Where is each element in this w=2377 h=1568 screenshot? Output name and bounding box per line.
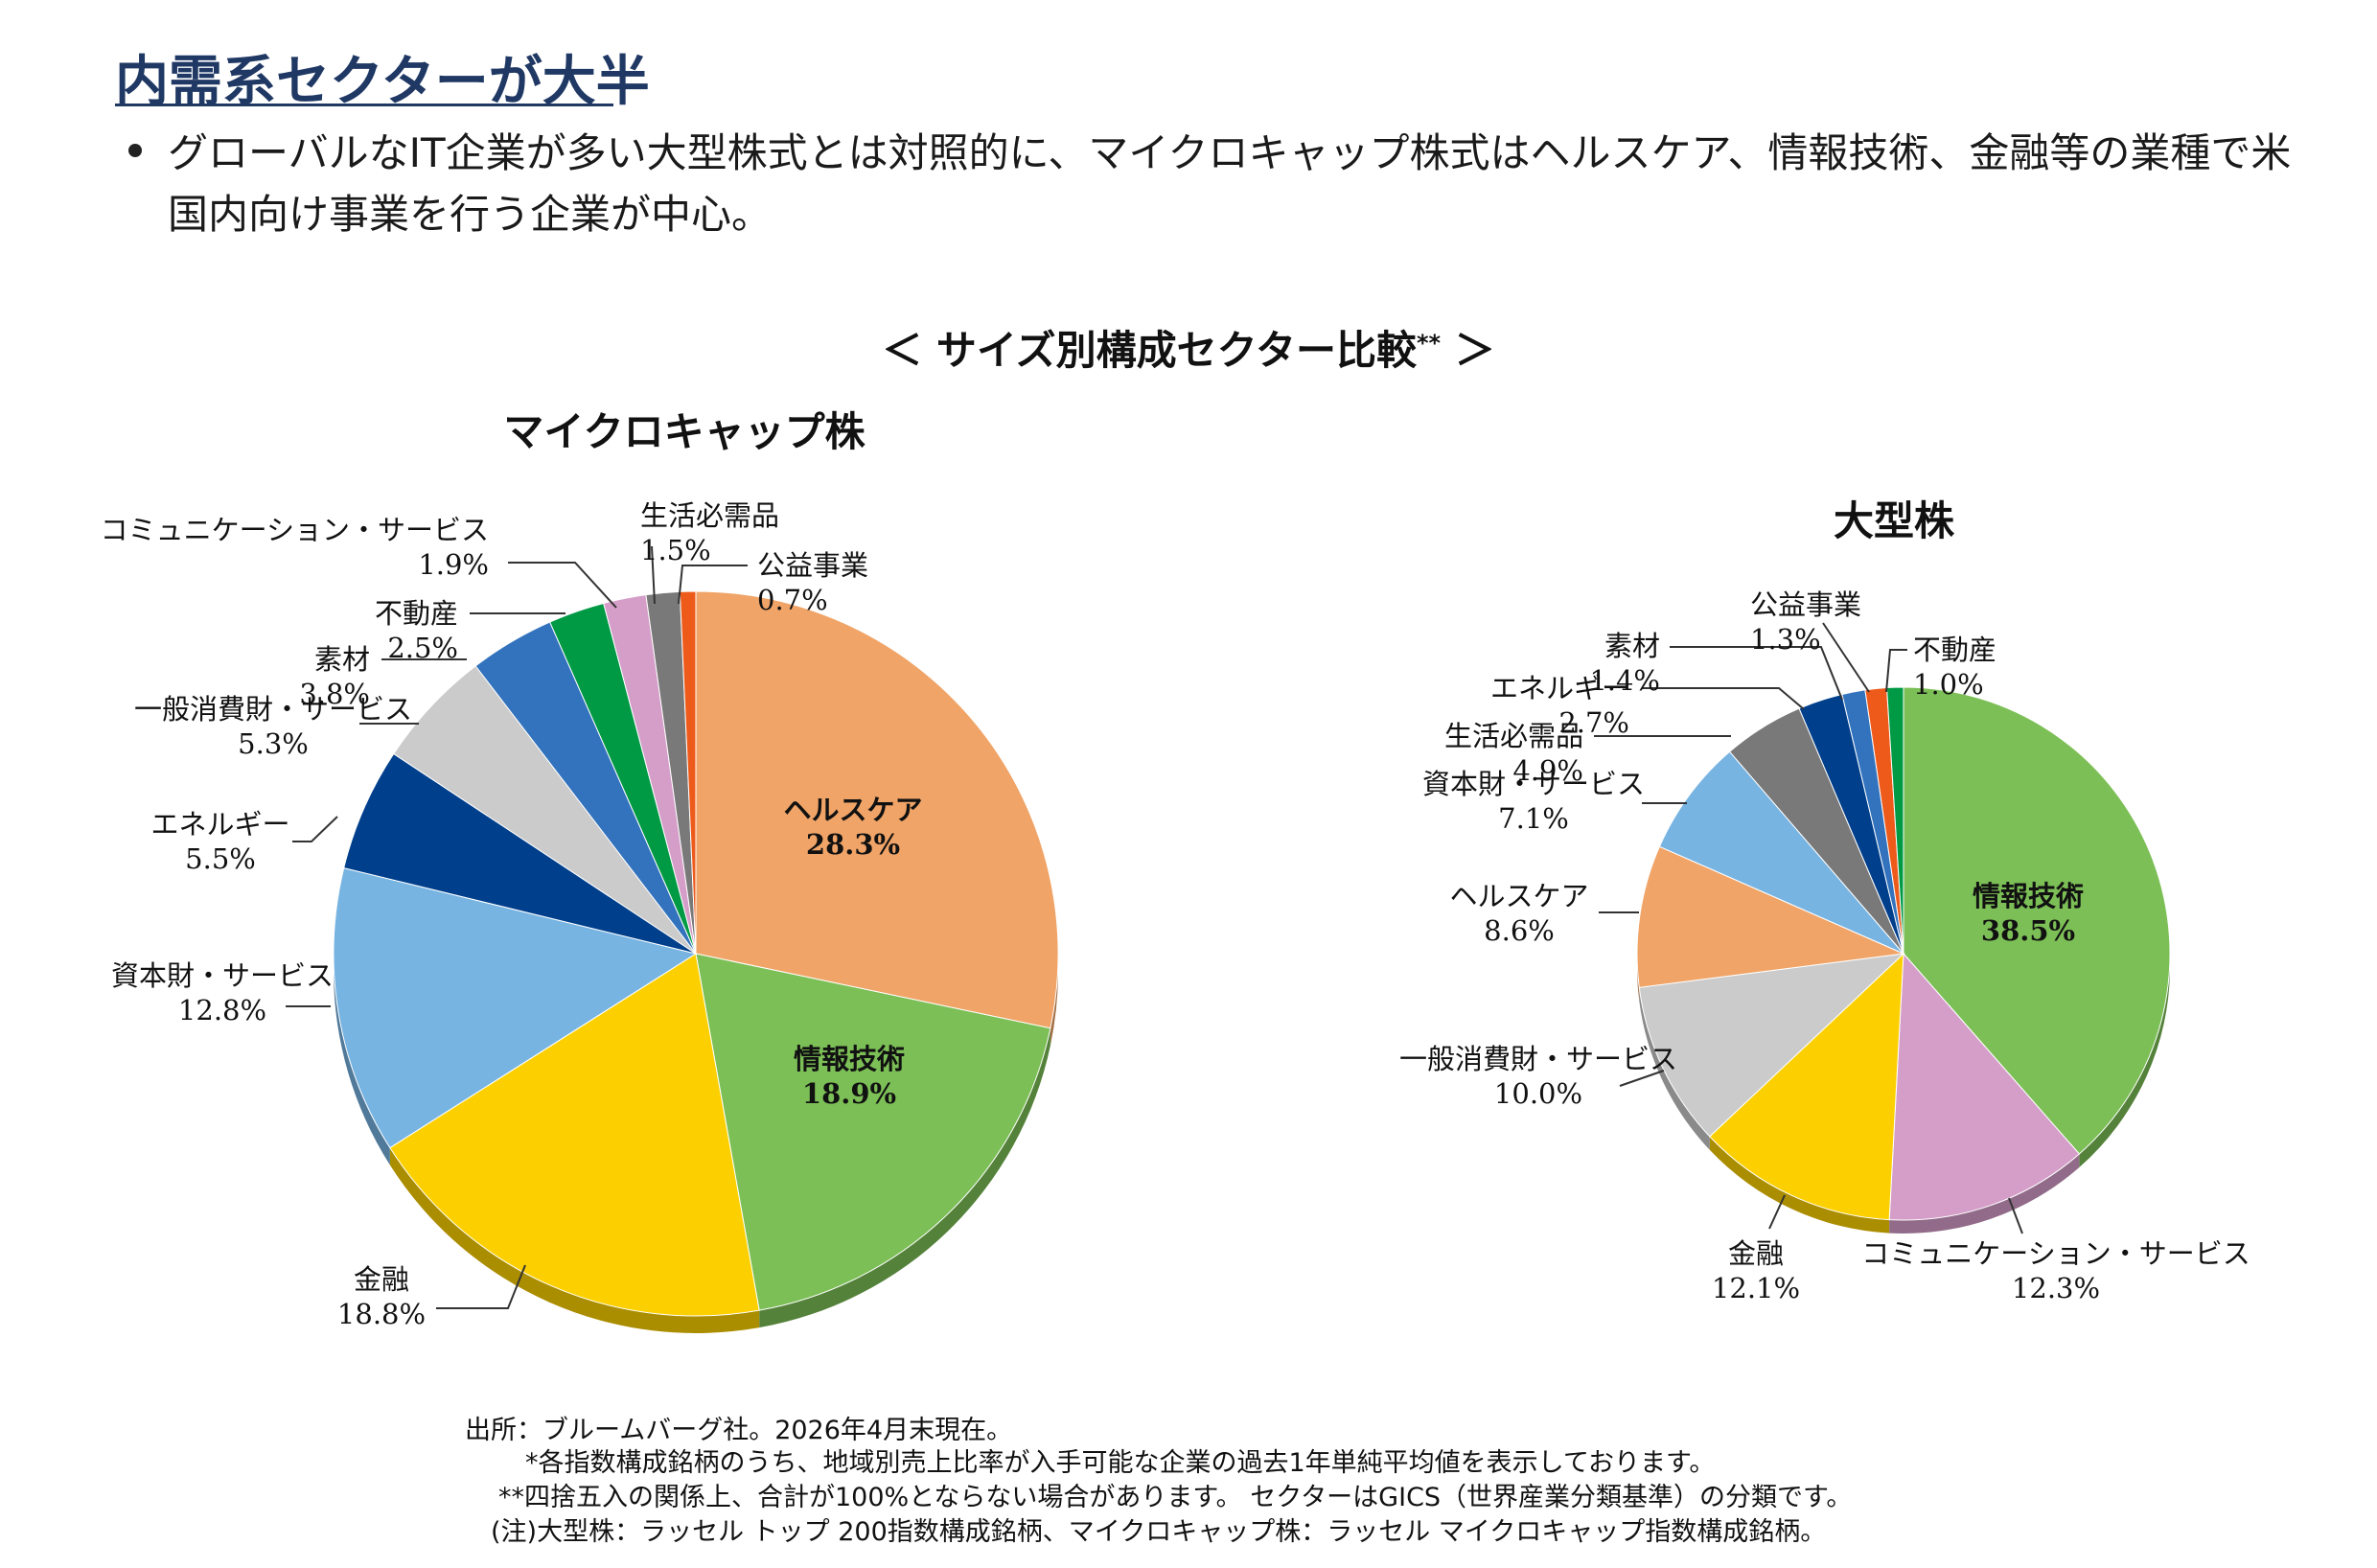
chart-0-slice-3 <box>333 866 698 1149</box>
chart-0-data-label-4: エネルギー 5.5% <box>150 808 289 875</box>
chart-1-slice-rim-4 <box>1637 954 1640 1002</box>
chart-1-data-label-9: 公益事業 1.3% <box>1750 588 1861 656</box>
chart-0-data-label-9: 生活必需品 1.5% <box>640 499 779 566</box>
chart-1-data-label-7: エネルギー 2.7% <box>1490 672 1629 739</box>
chart-section-title-marks: ** <box>1416 330 1442 357</box>
chart-1-data-label-10: 不動産 1.0% <box>1913 634 1996 701</box>
chart-1-data-label-6: 生活必需品 4.9% <box>1444 720 1583 787</box>
chart-1-slice-4 <box>1636 845 1905 988</box>
chart-1-leader-line-2 <box>1768 1194 1786 1230</box>
chart-section-title-close: ＞ <box>1441 327 1495 374</box>
chart-0-leader-line-4 <box>292 816 338 842</box>
footnote-2: **四捨五入の関係上、合計が100%とならない場合があります。 セクターはGIC… <box>498 1483 1853 1512</box>
chart-section-title-text: ＜ サイズ別構成セクター比較 <box>882 327 1417 374</box>
chart-1-data-label-5: 資本財・サービス 7.1% <box>1422 768 1645 835</box>
chart-1-leader-line-1 <box>2008 1197 2023 1234</box>
chart-0-data-label-0: ヘルスケア 28.3% <box>783 794 922 861</box>
chart-1-slice-rim-3 <box>1639 987 1710 1150</box>
title-underline <box>115 104 613 106</box>
chart-0-slice-rim-2 <box>389 1147 760 1333</box>
chart-0-slice-1 <box>695 953 1051 1311</box>
source-note: 出所：ブルームバーグ社。2026年4月末現在。 <box>465 1416 1013 1445</box>
chart-0-data-label-8: コミュニケーション・サービス 1.9% <box>101 514 489 581</box>
chart-1-leader-line-7 <box>1642 687 1805 710</box>
chart-1-leader-line-3 <box>1619 1070 1665 1087</box>
chart-1-slice-rim-2 <box>1709 1136 1890 1234</box>
chart-1-data-label-2: 金融 12.1% <box>1712 1237 1800 1304</box>
chart-0-data-label-1: 情報技術 18.9% <box>794 1043 905 1110</box>
chart-1-data-label-0: 情報技術 38.5% <box>1973 880 2084 947</box>
chart-1-leader-line-8 <box>1670 646 1843 701</box>
chart-1-slice-rim-1 <box>1889 1153 2080 1234</box>
chart-1-slice-2 <box>1709 952 1904 1221</box>
chart-0-data-label-3: 資本財・サービス 12.8% <box>111 959 334 1026</box>
chart-1-leader-line-9 <box>1822 622 1870 693</box>
chart-0-slice-rim-0 <box>1050 954 1058 1046</box>
chart-0-leader-line-2 <box>436 1264 526 1309</box>
summary-bullet: グローバルなIT企業が多い大型株式とは対照的に、マイクロキャップ株式はヘルスケア… <box>168 129 2292 238</box>
chart-0-slice-rim-1 <box>759 1027 1050 1328</box>
page-title: 内需系セクターが大半 <box>115 51 650 113</box>
footnote-3: (注)大型株：ラッセル トップ 200指数構成銘柄、マイクロキャップ株：ラッセル… <box>491 1517 1827 1547</box>
chart-1-data-label-3: 一般消費財・サービス 10.0% <box>1399 1043 1677 1110</box>
chart-1-slice-3 <box>1638 953 1905 1138</box>
chart-0-slice-4 <box>343 752 697 955</box>
chart-0-data-label-2: 金融 18.8% <box>337 1263 426 1330</box>
chart-0-leader-line-8 <box>508 562 617 609</box>
chart-1-title: 大型株 <box>1834 497 1955 544</box>
chart-1-leader-line-10 <box>1885 649 1907 693</box>
chart-0-slice-rim-3 <box>334 954 390 1165</box>
chart-0-leader-line-9 <box>651 545 656 605</box>
chart-1-slice-5 <box>1658 750 1904 955</box>
chart-1-slice-1 <box>1888 952 2081 1221</box>
bullet-dot-icon <box>128 144 142 157</box>
chart-1-data-label-8: 素材 1.4% <box>1589 630 1660 697</box>
chart-1-slice-0 <box>1903 686 2171 1155</box>
chart-0-data-label-5: 一般消費財・サービス 5.3% <box>134 693 412 760</box>
chart-0-data-label-6: 素材 3.8% <box>299 643 370 710</box>
chart-1-data-label-1: コミュニケーション・サービス 12.3% <box>1861 1237 2250 1304</box>
chart-0-slice-2 <box>389 953 760 1317</box>
chart-1-data-label-4: ヘルスケア 8.6% <box>1449 880 1588 947</box>
chart-0-data-label-10: 公益事業 0.7% <box>757 549 868 616</box>
footnote-1: *各指数構成銘柄のうち、地域別売上比率が入手可能な企業の過去1年単純平均値を表示… <box>525 1448 1716 1478</box>
chart-0-data-label-7: 不動産 2.5% <box>375 597 458 664</box>
chart-0-leader-line-10 <box>678 565 748 605</box>
chart-section-title: ＜ サイズ別構成セクター比較** ＞ <box>0 318 2377 377</box>
chart-0-title: マイクロキャップ株 <box>503 408 865 455</box>
chart-0-slice-0 <box>695 590 1059 1029</box>
